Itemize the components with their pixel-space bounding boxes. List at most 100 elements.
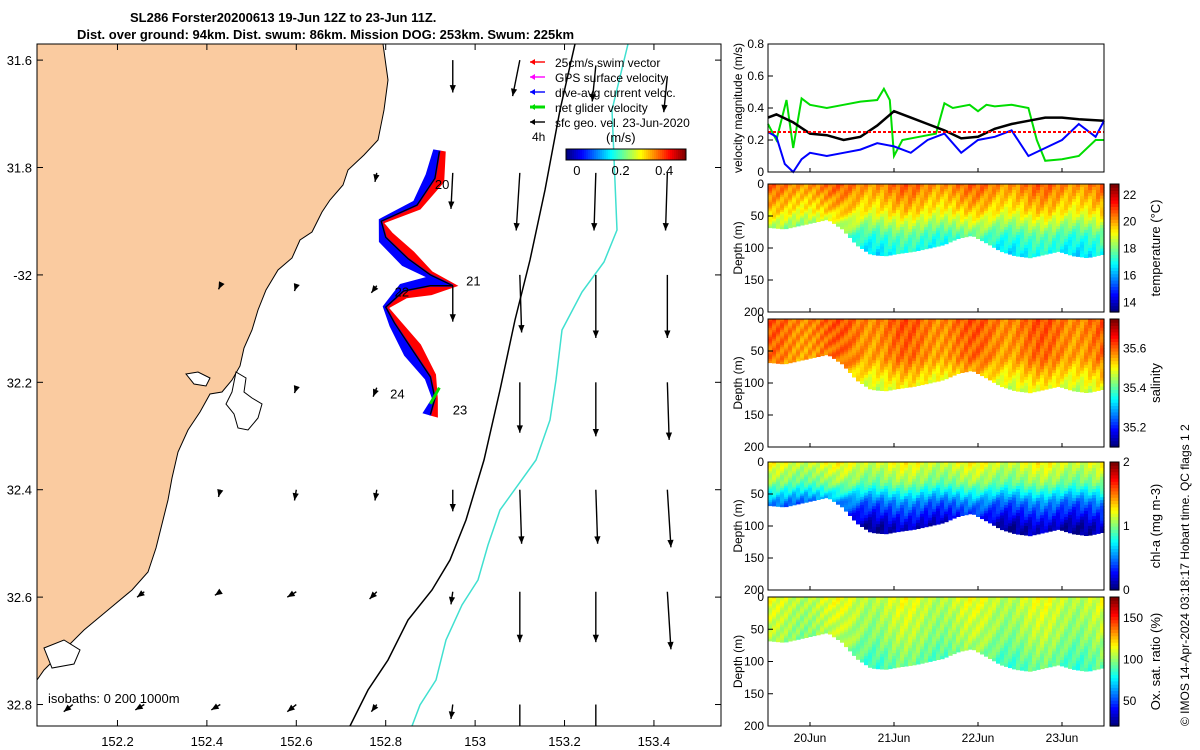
section-cell <box>1052 384 1057 388</box>
geo-velocity-arrow <box>370 285 379 294</box>
section-cell <box>768 358 773 362</box>
section-cell <box>988 184 993 188</box>
section-cell <box>1076 196 1081 200</box>
section-cell <box>852 186 857 190</box>
section-cell <box>992 220 997 225</box>
section-cell <box>992 241 997 246</box>
section-cell <box>920 346 925 350</box>
section-cell <box>1028 199 1033 203</box>
section-cell <box>844 222 849 226</box>
section-cell <box>984 235 989 239</box>
section-cell <box>792 191 797 194</box>
section-cell <box>908 237 913 242</box>
section-cell <box>972 319 977 322</box>
section-cell <box>772 504 777 507</box>
section-cell <box>956 197 961 201</box>
section-cell <box>908 200 913 205</box>
section-cell <box>1060 235 1065 239</box>
geo-velocity-arrow <box>449 285 456 322</box>
section-cell <box>808 475 813 478</box>
section-cell <box>1092 367 1097 371</box>
section-cell <box>1008 221 1013 226</box>
section-cell <box>828 210 833 213</box>
section-cell <box>1056 203 1061 207</box>
section-cell <box>892 198 897 203</box>
section-colorbar-cell <box>1110 335 1119 339</box>
section-cell <box>1028 328 1033 332</box>
section-cell <box>820 185 825 188</box>
section-cell <box>872 366 877 370</box>
section-cell <box>788 492 793 496</box>
section-cell <box>1000 195 1005 199</box>
section-cell <box>996 205 1001 210</box>
section-cell <box>812 342 817 346</box>
section-cell <box>848 352 853 356</box>
section-cell <box>844 484 849 488</box>
section-cell <box>1084 202 1089 206</box>
section-cell <box>844 220 849 224</box>
section-cell <box>920 381 925 386</box>
section-cell <box>900 247 905 251</box>
section-cell <box>900 232 905 237</box>
section-cell <box>884 357 889 362</box>
section-cell <box>800 204 805 207</box>
section-cell <box>892 192 897 197</box>
section-cell <box>920 238 925 242</box>
section-cell <box>844 500 849 504</box>
section-cell <box>828 205 833 208</box>
section-cell <box>828 341 833 344</box>
section-cell <box>808 463 813 466</box>
section-cell <box>964 358 969 362</box>
section-cell <box>788 225 793 229</box>
section-cell <box>984 363 989 366</box>
section-cell <box>912 327 917 331</box>
section-cell <box>1008 207 1013 211</box>
section-cell <box>856 220 861 224</box>
section-ylabel: Depth (m) <box>731 356 745 409</box>
section-cell <box>824 200 829 203</box>
section-cell <box>840 184 845 187</box>
section-cell <box>1072 199 1077 203</box>
legend-label: 25cm/s swim vector <box>555 56 660 70</box>
section-cell <box>956 231 961 235</box>
section-cell <box>856 362 861 366</box>
section-cell <box>868 245 873 249</box>
section-cell <box>1092 328 1097 332</box>
section-cell <box>980 344 985 348</box>
y-tick-label: 32.4 <box>7 483 32 498</box>
section-cell <box>812 192 817 195</box>
section-cell <box>948 340 953 344</box>
section-cell <box>860 324 865 328</box>
section-cell <box>796 462 801 465</box>
section-cell <box>880 213 885 218</box>
section-cell <box>836 203 841 206</box>
section-cell <box>1100 230 1105 235</box>
section-cell <box>908 338 913 343</box>
section-cell <box>772 487 777 490</box>
section-cell <box>872 339 877 344</box>
section-cell <box>888 375 893 379</box>
section-cell <box>984 323 989 327</box>
section-cell <box>812 215 817 219</box>
section-cell <box>940 334 945 338</box>
section-cell <box>824 466 829 469</box>
section-cell <box>1056 344 1061 348</box>
section-cell <box>912 369 917 373</box>
section-cell <box>1084 226 1089 231</box>
section-cell <box>952 216 957 220</box>
section-cell <box>840 215 845 219</box>
y-tick-label: 0.6 <box>747 69 764 83</box>
section-cell <box>900 184 905 188</box>
section-cell <box>812 470 817 473</box>
section-cell <box>1040 246 1045 250</box>
section-cell <box>1076 199 1081 203</box>
arrow-shaft <box>595 489 599 544</box>
section-cell <box>912 349 917 354</box>
section-cell <box>892 339 897 343</box>
section-cell <box>940 321 945 325</box>
section-cell <box>816 479 821 482</box>
section-cell <box>892 368 897 373</box>
section-cell <box>912 344 917 348</box>
section-cell <box>1064 221 1069 226</box>
section-cell <box>1076 241 1081 245</box>
